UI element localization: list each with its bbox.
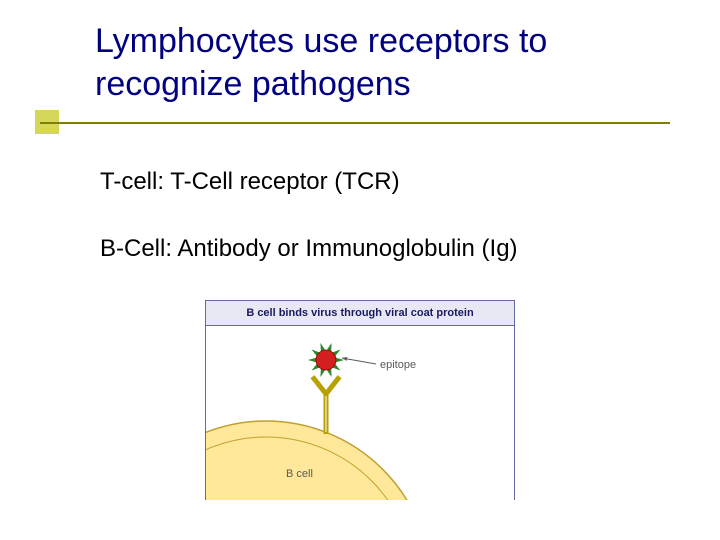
body-line-2: B-Cell: Antibody or Immunoglobulin (Ig) (100, 235, 518, 263)
slide-title: Lymphocytes use receptors to recognize p… (95, 20, 685, 105)
bcell-label: B cell (286, 468, 313, 480)
epitope-label: epitope (380, 359, 416, 371)
diagram-svg (206, 326, 514, 500)
bcell-diagram: B cell binds virus through viral coat pr… (205, 300, 515, 500)
diagram-header-text: B cell binds virus through viral coat pr… (246, 307, 473, 319)
diagram-header: B cell binds virus through viral coat pr… (205, 300, 515, 326)
diagram-body: epitope B cell (205, 326, 515, 500)
title-block: Lymphocytes use receptors to recognize p… (95, 20, 685, 105)
title-underline (40, 122, 670, 124)
body-line-1: T-cell: T-Cell receptor (TCR) (100, 168, 400, 196)
